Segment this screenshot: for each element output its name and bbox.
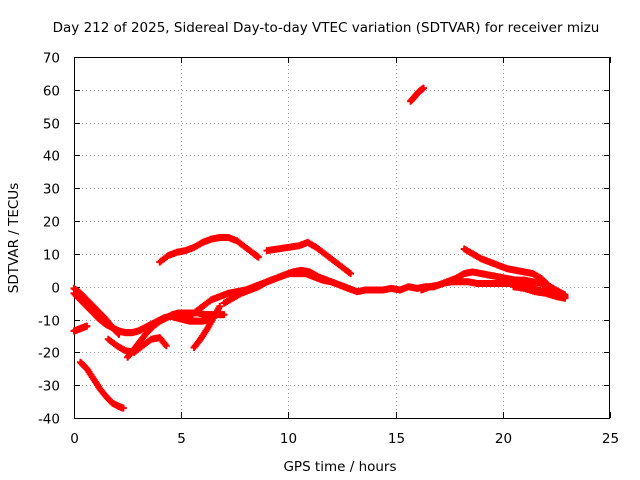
data-series xyxy=(70,84,569,412)
y-tick-label: 40 xyxy=(43,149,60,165)
x-tick-label: 10 xyxy=(280,431,297,447)
y-tick-label: 60 xyxy=(43,84,60,100)
x-tick-label: 15 xyxy=(388,431,405,447)
series-track-12 xyxy=(407,84,427,105)
data-point xyxy=(162,342,170,350)
plot-border xyxy=(74,57,610,419)
chart-title: Day 212 of 2025, Sidereal Day-to-day VTE… xyxy=(53,20,600,36)
data-point xyxy=(561,294,569,302)
y-tick-labels: -40 -30 -20 -10 0 10 20 30 40 50 60 70 xyxy=(38,51,60,428)
series-track-7 xyxy=(190,302,224,351)
y-tick-label: 0 xyxy=(51,281,60,297)
x-tick-label: 25 xyxy=(602,431,619,447)
y-tick-label: -30 xyxy=(38,379,60,395)
grid-lines xyxy=(74,57,610,418)
data-point xyxy=(83,322,91,330)
y-tick-label: -40 xyxy=(38,412,60,428)
series-track-3 xyxy=(70,322,91,335)
data-point xyxy=(114,329,122,337)
data-point xyxy=(254,253,262,261)
data-point xyxy=(347,270,355,278)
series-track-11 xyxy=(263,238,355,278)
y-tick-label: -20 xyxy=(38,346,60,362)
y-tick-label: 50 xyxy=(43,117,60,133)
series-track-15 xyxy=(510,283,569,302)
data-point xyxy=(115,330,123,338)
series-track-2 xyxy=(70,284,123,338)
x-tick-labels: 0 5 10 15 20 25 xyxy=(70,431,619,447)
y-tick-label: 70 xyxy=(43,51,60,67)
y-tick-label: 30 xyxy=(43,182,60,198)
x-axis-label: GPS time / hours xyxy=(283,459,396,475)
data-point xyxy=(419,84,427,92)
data-point xyxy=(216,302,224,310)
series-track-4 xyxy=(76,358,127,412)
series-track-5 xyxy=(104,334,170,356)
data-point xyxy=(119,404,127,412)
series-track-8 xyxy=(156,234,262,266)
x-tick-label: 5 xyxy=(177,431,186,447)
data-point xyxy=(349,286,357,294)
series-track-10 xyxy=(220,266,357,307)
y-tick-label: 10 xyxy=(43,248,60,264)
y-tick-label: 20 xyxy=(43,215,60,231)
y-axis-label: SDTVAR / TECUs xyxy=(6,183,22,293)
x-tick-label: 0 xyxy=(70,431,79,447)
series-track-14 xyxy=(460,245,569,301)
series-track-13 xyxy=(417,268,569,299)
data-point xyxy=(220,311,228,319)
axis-ticks xyxy=(74,57,611,419)
x-tick-label: 20 xyxy=(495,431,512,447)
y-tick-label: -10 xyxy=(38,314,60,330)
